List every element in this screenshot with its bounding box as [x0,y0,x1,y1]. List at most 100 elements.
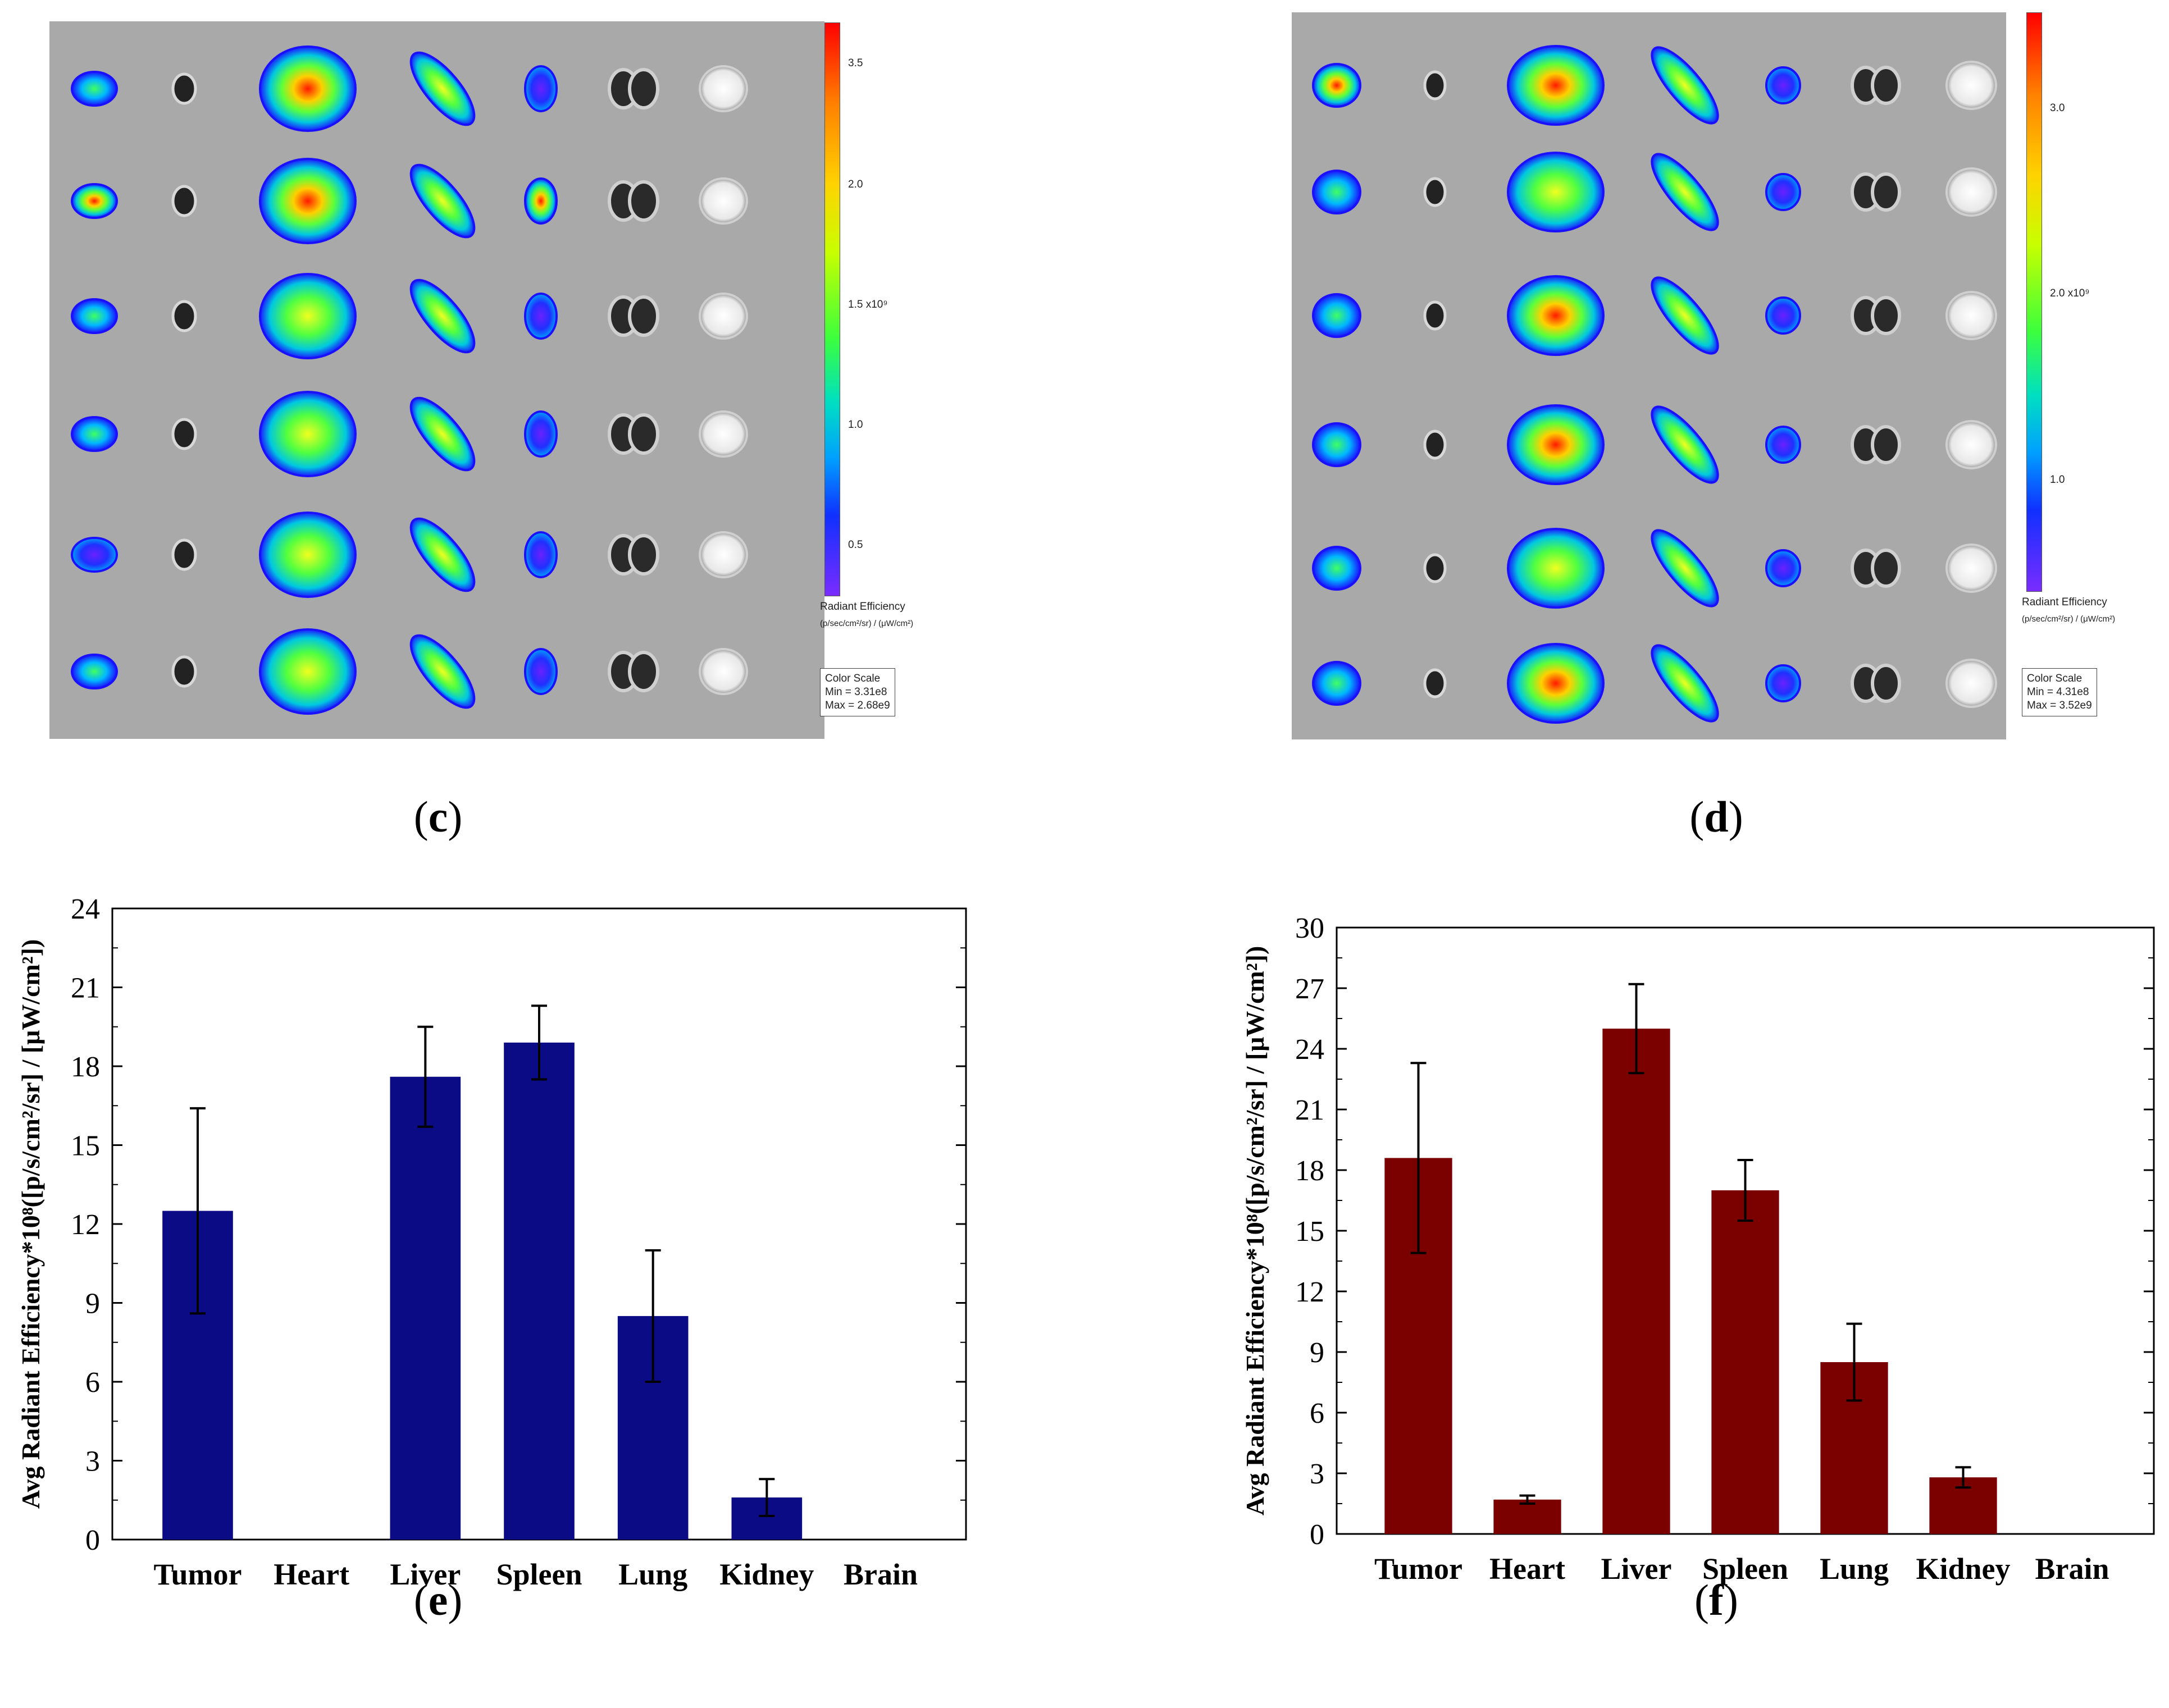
y-tick-label: 21 [71,972,100,1004]
organ-blob [1765,296,1801,335]
organ-blob [1312,661,1361,706]
organ-blob [171,72,197,105]
y-tick-label: 9 [85,1288,100,1320]
color-scale-bar-c [824,22,840,596]
bar-chart-e: 0 3 6 9 12 15 18 21 24 Tumor Heart Liver Spleen Lung K… [16,893,967,1591]
organ-blob [1312,546,1361,591]
organ-blob [71,537,118,573]
organ-blob [1945,420,1997,469]
y-tick-label: 12 [1295,1276,1324,1308]
color-scale-minmax-d: Color Scale Min = 4.31e8 Max = 3.52e9 [2022,668,2097,716]
color-scale-c: 3.5 2.0 1.5 x10⁹ 1.0 0.5 Radiant Efficie… [820,22,960,752]
organ-blob [1851,664,1901,703]
organ-blob [1423,300,1447,331]
organ-blob [71,183,118,219]
organ-blob [409,278,476,354]
organ-blob [524,531,558,578]
organ-blob [699,293,748,340]
scale-tick-c: 3.5 [848,57,863,69]
organ-blob [1851,172,1901,212]
y-tick-label: 18 [71,1051,100,1083]
panel-label-e: (e) [413,1575,463,1624]
organ-blob [1312,422,1361,467]
bar [1493,1499,1561,1534]
x-tick-label: Spleen [1702,1552,1788,1586]
bar [1711,1190,1779,1534]
organ-blob [524,177,558,225]
organ-blob [699,648,748,695]
organ-blob [1507,45,1605,126]
bar-chart-f: 0 3 6 9 12 15 18 21 24 27 30 Tumor Heart Liver Spleen L… [1241,912,2155,1586]
organ-blob [259,158,357,244]
organ-blob [259,273,357,359]
x-tick-label: Lung [1820,1552,1889,1586]
organ-blob [1945,544,1997,593]
y-tick-label: 24 [1295,1034,1324,1066]
organ-blob [259,628,357,715]
organ-blob [409,517,476,592]
y-tick-label: 6 [1310,1398,1324,1430]
x-tick-label: Tumor [153,1558,241,1591]
organ-blob [608,534,659,576]
organ-blob [1851,549,1901,588]
bar [1602,1029,1670,1534]
organ-blob [171,418,197,450]
scale-title-c: Radiant Efficiency [820,601,905,613]
y-tick-label: 3 [1310,1458,1324,1490]
scale-tick-c: 1.5 x10⁹ [848,299,888,310]
color-scale-minmax-c: Color Scale Min = 3.31e8 Max = 2.68e9 [820,668,895,716]
organ-blob [608,413,659,455]
y-tick-label: 9 [1310,1337,1324,1369]
organ-blob [71,654,118,689]
organ-blob [259,512,357,598]
organ-blob [1851,425,1901,464]
organ-blob [1423,70,1447,101]
organ-blob [1851,66,1901,105]
organ-blob [1945,659,1997,708]
x-tick-label: Kidney [719,1558,814,1591]
scale-tick-c: 2.0 [848,179,863,190]
bar [390,1076,461,1540]
organ-blob [1507,643,1605,724]
organ-blob [171,538,197,571]
y-tick-label: 24 [71,893,100,925]
organ-blob [699,177,748,225]
scale-tick-d: 1.0 [2050,474,2065,486]
organ-blob [1507,152,1605,232]
organ-blob [1651,276,1719,355]
organ-blob [409,396,476,472]
organ-blob [71,298,118,334]
y-tick-label: 27 [1295,973,1324,1005]
organ-blob [699,65,748,112]
organ-blob [1765,664,1801,702]
organ-blob [1312,293,1361,338]
organ-blob [1651,529,1719,608]
organ-blob [259,391,357,477]
x-tick-label: Heart [274,1558,349,1591]
organ-blob [71,71,118,107]
organ-blob [524,410,558,458]
organ-blob [1312,170,1361,214]
organ-blob [1507,404,1605,485]
organ-blob [699,410,748,458]
x-tick-label: Lung [618,1558,687,1591]
x-tick-label: Tumor [1374,1552,1462,1586]
organ-blob [1423,430,1447,460]
organ-blob [524,293,558,340]
y-tick-label: 3 [85,1446,100,1478]
organ-blob [409,51,476,126]
y-tick-label: 0 [1310,1519,1324,1551]
organ-blob [1651,153,1719,231]
x-tick-label: Kidney [1916,1552,2010,1586]
organ-blob [608,180,659,222]
organ-blob [1507,275,1605,356]
scale-tick-c: 0.5 [848,539,863,551]
organ-blob [171,185,197,217]
organ-blob [1765,173,1801,211]
scale-tick-d: 3.0 [2050,102,2065,114]
organ-blob [71,416,118,452]
y-tick-label: 21 [1295,1094,1324,1126]
organ-blob [409,163,476,239]
organ-blob [699,531,748,578]
organ-blob [1423,668,1447,698]
